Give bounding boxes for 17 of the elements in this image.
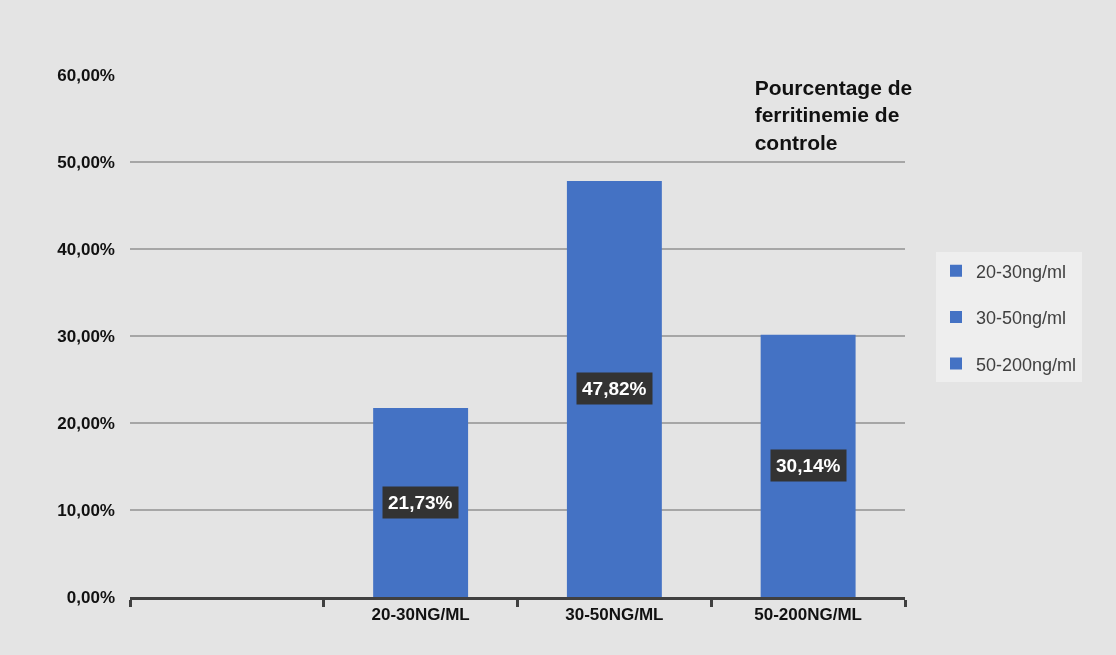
x-tick-label: 50-200NG/ML [754,605,862,625]
data-label: 47,82% [582,378,647,399]
data-label: 30,14% [776,455,841,476]
y-tick-label: 50,00% [57,152,115,172]
y-tick-label: 0,00% [66,587,115,607]
legend-label: 50-200ng/ml [976,354,1077,375]
legend-label: 30-50ng/ml [976,308,1067,329]
y-tick-label: 20,00% [57,413,115,433]
text: Pourcentage de ferritinemie de controle [754,76,913,154]
y-tick-label: 30,00% [57,326,115,346]
legend-label: 20-30ng/ml [976,261,1067,282]
y-tick-label: 40,00% [57,239,115,259]
x-tick-label: 30-50NG/ML [565,605,664,625]
x-tick-label: 20-30NG/ML [371,605,470,625]
data-label: 21,73% [388,492,453,513]
y-tick-label: 10,00% [57,500,115,520]
y-tick-label: 60,00% [57,65,115,85]
